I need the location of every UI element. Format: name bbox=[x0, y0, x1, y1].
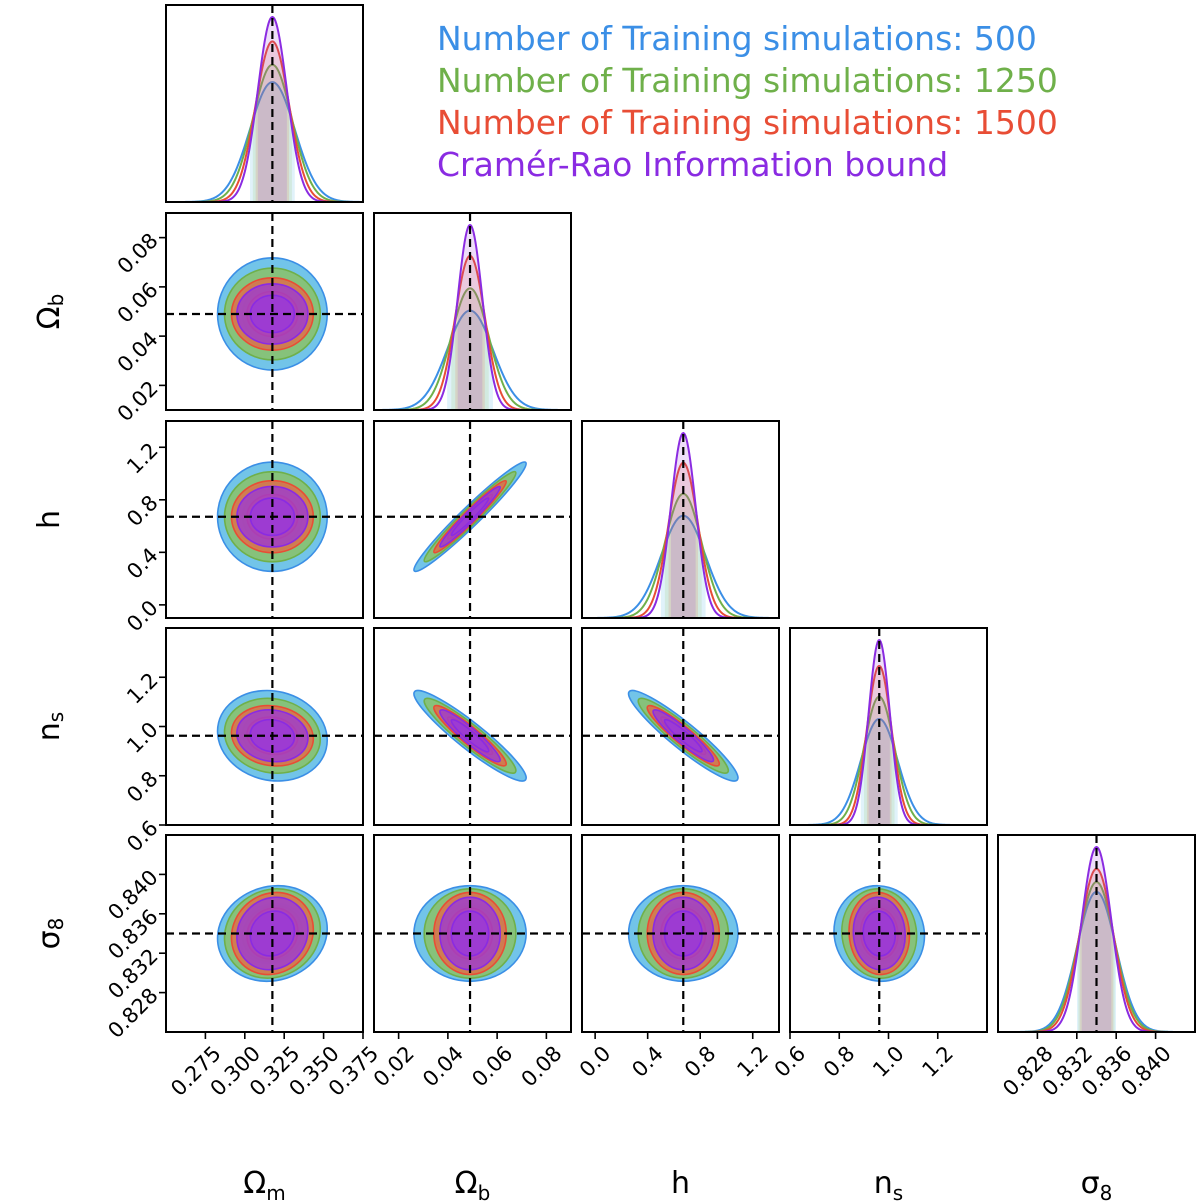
ytick-label-2-1: 0.4 bbox=[122, 543, 163, 584]
xtick-label-2-2: 0.8 bbox=[680, 1041, 721, 1082]
panel-frame-4-0 bbox=[165, 834, 364, 1033]
xtick-label-1-2: 0.06 bbox=[467, 1041, 517, 1091]
xtick-label-1-1: 0.04 bbox=[418, 1041, 468, 1091]
ytick-label-3-0: 0.6 bbox=[122, 816, 163, 857]
xtick-label-1-0: 0.02 bbox=[369, 1041, 419, 1091]
panel-4-2 bbox=[581, 834, 780, 1039]
legend-entry-2: Number of Training simulations: 1500 bbox=[437, 103, 1058, 142]
pdf-band-0-1 bbox=[252, 64, 292, 202]
xaxis-label-0: Ωm bbox=[243, 1166, 285, 1201]
panel-frame-4-2 bbox=[581, 834, 780, 1033]
pdf-band-4-0 bbox=[1077, 891, 1116, 1032]
panel-4-4 bbox=[997, 834, 1196, 1039]
xtick-label-3-3: 1.2 bbox=[917, 1041, 958, 1082]
panel-frame-4-4 bbox=[997, 834, 1196, 1033]
xtick-label-2-0: 0.0 bbox=[575, 1041, 616, 1082]
legend-entry-0: Number of Training simulations: 500 bbox=[437, 19, 1037, 58]
panel-frame-3-3 bbox=[789, 627, 988, 826]
ytick-label-2-2: 0.8 bbox=[122, 491, 163, 532]
ytick-label-2-3: 1.2 bbox=[122, 438, 163, 479]
yaxis-label-2: h bbox=[32, 510, 67, 529]
ytick-label-2-0: 0.0 bbox=[122, 596, 163, 637]
panel-2-0 bbox=[159, 420, 364, 619]
panel-2-2 bbox=[581, 420, 780, 619]
legend: Number of Training simulations: 500Numbe… bbox=[437, 19, 1058, 184]
panel-frame-1-0 bbox=[165, 212, 364, 411]
ytick-label-3-1: 0.8 bbox=[122, 767, 163, 808]
ytick-label-3-3: 1.2 bbox=[122, 668, 163, 709]
pdf-curve-2-3 bbox=[582, 431, 779, 618]
panel-3-3 bbox=[789, 627, 988, 826]
ytick-label-1-1: 0.04 bbox=[113, 327, 163, 377]
xtick-label-1-3: 0.08 bbox=[517, 1041, 567, 1091]
panel-frame-3-1 bbox=[373, 627, 572, 826]
panel-frame-2-1 bbox=[373, 420, 572, 619]
pdf-band-0-2 bbox=[255, 41, 290, 202]
xtick-label-3-1: 0.8 bbox=[819, 1041, 860, 1082]
panel-4-3 bbox=[789, 834, 988, 1039]
ytick-label-3-2: 1.0 bbox=[122, 717, 163, 758]
legend-entry-1: Number of Training simulations: 1250 bbox=[437, 61, 1058, 100]
ytick-label-1-0: 0.02 bbox=[113, 376, 163, 426]
ytick-label-1-3: 0.08 bbox=[113, 228, 163, 278]
panel-3-2 bbox=[581, 627, 780, 826]
yaxis-label-3: ns bbox=[32, 712, 68, 741]
panel-frame-2-0 bbox=[165, 420, 364, 619]
labels-layer: 0.020.040.060.08Ωb0.00.40.81.2h0.60.81.0… bbox=[32, 228, 1176, 1201]
panel-0-0 bbox=[165, 4, 364, 203]
panels-layer bbox=[159, 4, 1196, 1039]
pdf-curve-3-3 bbox=[790, 639, 987, 825]
panel-frame-2-2 bbox=[581, 420, 780, 619]
panel-frame-3-2 bbox=[581, 627, 780, 826]
panel-4-0 bbox=[159, 834, 364, 1039]
panel-frame-0-0 bbox=[165, 4, 364, 203]
xtick-label-2-1: 0.4 bbox=[627, 1041, 668, 1082]
panel-1-1 bbox=[373, 212, 572, 411]
panel-3-1 bbox=[373, 627, 572, 826]
panel-frame-1-1 bbox=[373, 212, 572, 411]
xaxis-label-2: h bbox=[671, 1166, 690, 1201]
legend-entry-3: Cramér-Rao Information bound bbox=[437, 145, 948, 184]
panel-2-1 bbox=[373, 420, 572, 619]
xtick-label-3-0: 0.6 bbox=[770, 1041, 811, 1082]
panel-4-1 bbox=[373, 834, 572, 1039]
xtick-label-3-2: 1.0 bbox=[868, 1041, 909, 1082]
xaxis-label-1: Ωb bbox=[455, 1166, 491, 1201]
ytick-label-1-2: 0.06 bbox=[113, 278, 163, 328]
xtick-label-2-3: 1.2 bbox=[732, 1041, 773, 1082]
yaxis-label-4: σ8 bbox=[32, 918, 68, 950]
yaxis-label-1: Ωb bbox=[32, 294, 68, 330]
pdf-band-4-2 bbox=[1079, 868, 1114, 1032]
xaxis-label-4: σ8 bbox=[1081, 1166, 1113, 1201]
panel-3-0 bbox=[159, 627, 364, 826]
xaxis-label-3: ns bbox=[874, 1166, 903, 1201]
panel-frame-4-1 bbox=[373, 834, 572, 1033]
panel-1-0 bbox=[159, 212, 364, 411]
pdf-curve-1-3 bbox=[374, 224, 571, 410]
pdf-curve-1-0 bbox=[374, 309, 571, 410]
